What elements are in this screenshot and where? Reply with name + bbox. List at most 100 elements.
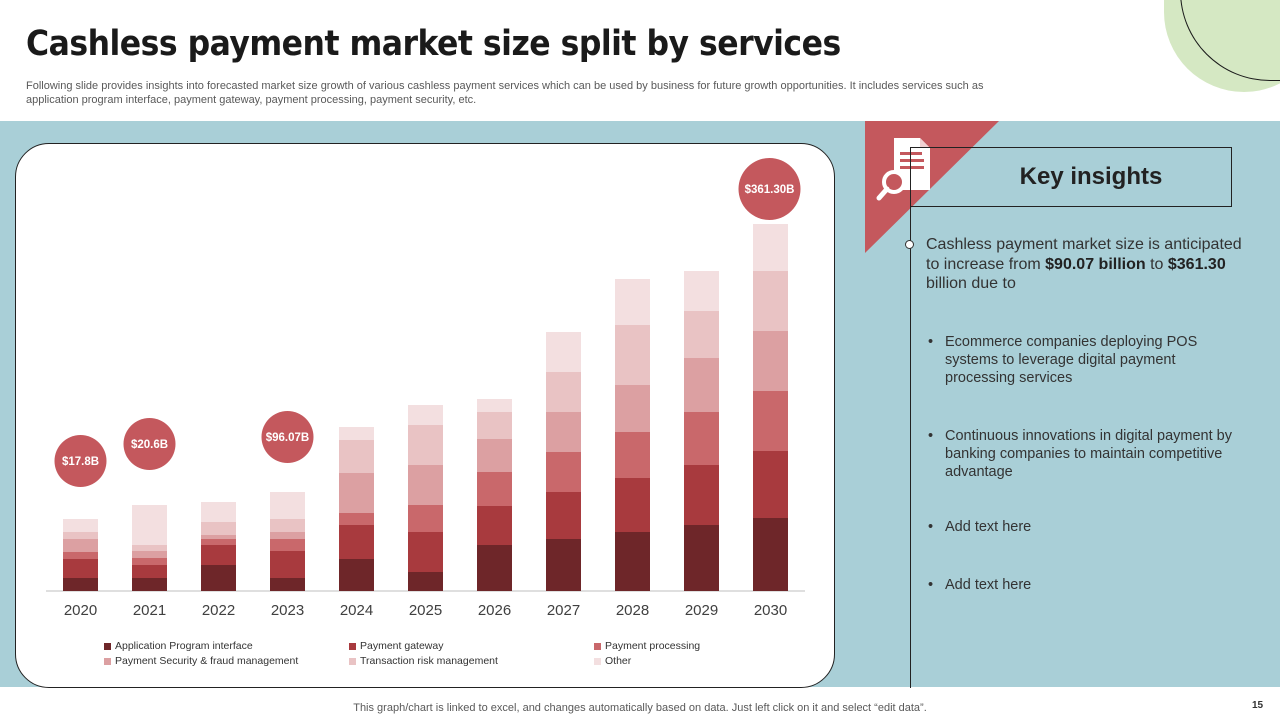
bar-2023-payment-processing[interactable] — [270, 539, 305, 551]
insight-bullet-3: Add text here — [928, 518, 1234, 536]
timeline-dot — [905, 240, 914, 249]
bar-2029-application-program-interface[interactable] — [684, 525, 719, 591]
legend-swatch — [594, 657, 601, 665]
bar-2030-other[interactable] — [753, 224, 788, 271]
bar-2021-payment-processing[interactable] — [132, 558, 167, 565]
bar-2025-other[interactable] — [408, 405, 443, 425]
bar-2024-payment-processing[interactable] — [339, 513, 374, 525]
legend-label: Transaction risk management — [360, 655, 498, 667]
bar-2028-payment-security-fraud-management[interactable] — [615, 385, 650, 432]
bar-2021-transaction-risk-management[interactable] — [132, 545, 167, 551]
bar-2022-payment-processing[interactable] — [201, 539, 236, 545]
bar-2029-transaction-risk-management[interactable] — [684, 311, 719, 358]
bar-2029-other[interactable] — [684, 271, 719, 311]
bar-2022-transaction-risk-management[interactable] — [201, 522, 236, 535]
bar-2025-transaction-risk-management[interactable] — [408, 425, 443, 465]
bar-2024-payment-security-fraud-management[interactable] — [339, 473, 374, 513]
legend-swatch — [594, 642, 601, 650]
bar-2025-payment-processing[interactable] — [408, 505, 443, 532]
bar-2027-payment-gateway[interactable] — [546, 492, 581, 539]
x-tick-label-2027: 2027 — [547, 602, 580, 619]
bar-2025-payment-security-fraud-management[interactable] — [408, 465, 443, 505]
bar-2020-payment-processing[interactable] — [63, 552, 98, 559]
bar-2023-other[interactable] — [270, 492, 305, 519]
bar-2020-other[interactable] — [63, 519, 98, 532]
x-tick-label-2021: 2021 — [133, 602, 166, 619]
annotation-label-2020: $17.8B — [62, 456, 99, 468]
insights-timeline-line — [910, 207, 911, 688]
legend-swatch — [104, 642, 111, 650]
legend-item-other: Other — [594, 655, 631, 667]
bar-2028-application-program-interface[interactable] — [615, 532, 650, 591]
bar-2024-payment-gateway[interactable] — [339, 525, 374, 559]
bar-2023-application-program-interface[interactable] — [270, 578, 305, 591]
bar-2029-payment-security-fraud-management[interactable] — [684, 358, 719, 412]
legend-label: Payment gateway — [360, 640, 444, 652]
bar-2030-payment-processing[interactable] — [753, 391, 788, 451]
document-search-icon — [876, 138, 930, 201]
bar-2020-payment-security-fraud-management[interactable] — [63, 539, 98, 552]
bar-2025-application-program-interface[interactable] — [408, 572, 443, 591]
bar-2020-application-program-interface[interactable] — [63, 578, 98, 591]
bar-2030-payment-gateway[interactable] — [753, 451, 788, 518]
bar-2029-payment-processing[interactable] — [684, 412, 719, 465]
legend-swatch — [104, 657, 111, 665]
bar-2021-payment-security-fraud-management[interactable] — [132, 551, 167, 558]
page-number: 15 — [1252, 700, 1264, 711]
bar-2020-payment-gateway[interactable] — [63, 559, 98, 578]
bar-2022-other[interactable] — [201, 502, 236, 522]
bar-2026-transaction-risk-management[interactable] — [477, 412, 512, 439]
bar-2029-payment-gateway[interactable] — [684, 465, 719, 525]
annotation-label-2023: $96.07B — [266, 432, 309, 444]
bar-2026-payment-processing[interactable] — [477, 472, 512, 506]
bar-2030-application-program-interface[interactable] — [753, 518, 788, 591]
x-tick-label-2022: 2022 — [202, 602, 235, 619]
bar-2022-payment-gateway[interactable] — [201, 545, 236, 565]
bar-2026-application-program-interface[interactable] — [477, 545, 512, 591]
bar-2028-payment-gateway[interactable] — [615, 478, 650, 532]
bar-2028-payment-processing[interactable] — [615, 432, 650, 478]
bar-2024-transaction-risk-management[interactable] — [339, 440, 374, 473]
x-tick-label-2030: 2030 — [754, 602, 787, 619]
bar-2022-payment-security-fraud-management[interactable] — [201, 535, 236, 539]
bar-2022-application-program-interface[interactable] — [201, 565, 236, 591]
bar-2026-payment-security-fraud-management[interactable] — [477, 439, 512, 472]
legend-item-payment-processing: Payment processing — [594, 640, 700, 652]
bar-2024-other[interactable] — [339, 427, 374, 440]
legend-swatch — [349, 642, 356, 650]
bar-2026-payment-gateway[interactable] — [477, 506, 512, 545]
bar-2030-payment-security-fraud-management[interactable] — [753, 331, 788, 391]
bar-2025-payment-gateway[interactable] — [408, 532, 443, 572]
bar-2023-payment-gateway[interactable] — [270, 551, 305, 578]
annotation-bubble-2023 — [261, 411, 314, 463]
bar-2024-application-program-interface[interactable] — [339, 559, 374, 591]
bar-2023-transaction-risk-management[interactable] — [270, 519, 305, 532]
legend-item-application-program-interface: Application Program interface — [104, 640, 253, 652]
x-tick-label-2028: 2028 — [616, 602, 649, 619]
page-subtitle: Following slide provides insights into f… — [26, 80, 984, 106]
legend-label: Other — [605, 655, 632, 667]
bar-2021-other[interactable] — [132, 505, 167, 545]
bar-2020-transaction-risk-management[interactable] — [63, 532, 98, 539]
bar-2026-other[interactable] — [477, 399, 512, 412]
bar-2027-other[interactable] — [546, 332, 581, 372]
bar-2027-transaction-risk-management[interactable] — [546, 372, 581, 412]
bar-2027-payment-processing[interactable] — [546, 452, 581, 492]
legend-item-payment-gateway: Payment gateway — [349, 640, 443, 652]
bar-2023-payment-security-fraud-management[interactable] — [270, 532, 305, 539]
annotation-label-2030: $361.30B — [745, 184, 795, 196]
legend-label: Application Program interface — [115, 640, 253, 652]
bar-2021-payment-gateway[interactable] — [132, 565, 167, 578]
bar-2030-transaction-risk-management[interactable] — [753, 271, 788, 331]
x-tick-label-2029: 2029 — [685, 602, 718, 619]
bar-2028-other[interactable] — [615, 279, 650, 325]
bar-2027-application-program-interface[interactable] — [546, 539, 581, 591]
annotation-bubble-2021 — [123, 418, 176, 470]
legend-label: Payment Security & fraud management — [115, 655, 299, 667]
bar-2027-payment-security-fraud-management[interactable] — [546, 412, 581, 452]
bar-2021-application-program-interface[interactable] — [132, 578, 167, 591]
insight-bullet-4: Add text here — [928, 576, 1234, 594]
legend-item-payment-security-fraud-management: Payment Security & fraud management — [104, 655, 298, 667]
bar-2028-transaction-risk-management[interactable] — [615, 325, 650, 385]
